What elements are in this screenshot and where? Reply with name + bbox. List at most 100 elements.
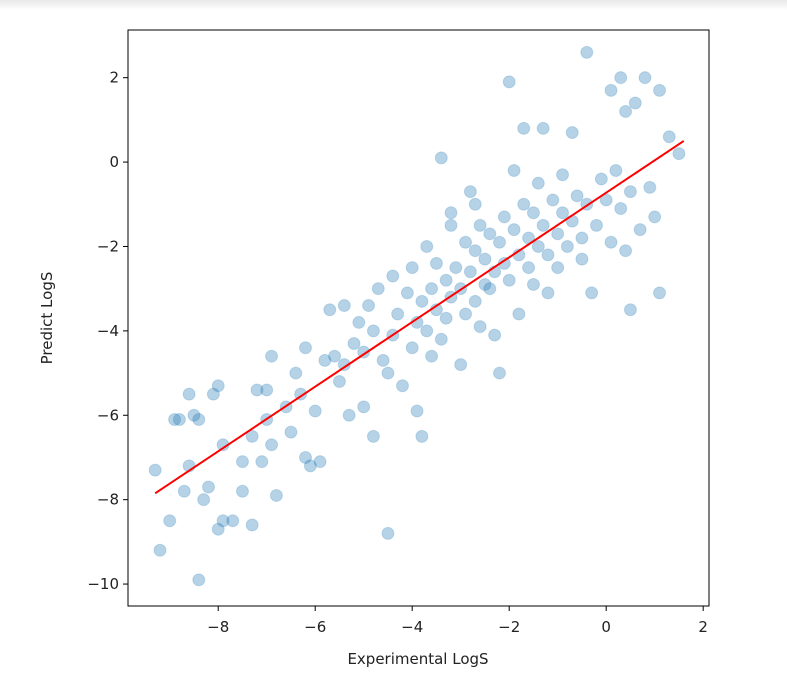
- point: [512, 307, 526, 321]
- y-tick-label: 0: [109, 153, 119, 171]
- point: [492, 366, 506, 380]
- point: [323, 303, 337, 317]
- point: [580, 45, 594, 59]
- point: [366, 429, 380, 443]
- point: [332, 375, 346, 389]
- fit-line: [154, 140, 685, 495]
- point: [638, 71, 652, 85]
- point: [255, 455, 269, 469]
- point: [299, 450, 313, 464]
- point: [439, 273, 453, 287]
- point: [623, 303, 637, 317]
- point: [541, 286, 555, 300]
- x-axis-label: Experimental LogS: [347, 650, 488, 668]
- point: [619, 104, 633, 118]
- point: [672, 147, 686, 161]
- point: [454, 358, 468, 372]
- point: [531, 176, 545, 190]
- point: [192, 412, 206, 426]
- point: [420, 239, 434, 253]
- point: [575, 252, 589, 266]
- point: [420, 324, 434, 338]
- point: [565, 126, 579, 140]
- point: [235, 455, 249, 469]
- point: [284, 425, 298, 439]
- point: [589, 218, 603, 232]
- y-tick-label: −6: [97, 406, 119, 424]
- point: [599, 193, 613, 207]
- point: [265, 349, 279, 363]
- point: [648, 210, 662, 224]
- x-tick-label: −6: [304, 618, 326, 636]
- point: [662, 130, 676, 144]
- y-tick-label: −2: [97, 237, 119, 255]
- point: [381, 526, 395, 540]
- point: [507, 164, 521, 178]
- y-tick-label: −10: [87, 575, 119, 593]
- point: [609, 164, 623, 178]
- point: [434, 151, 448, 165]
- point: [536, 218, 550, 232]
- point: [405, 341, 419, 355]
- x-tick-label: −8: [207, 618, 229, 636]
- point: [463, 185, 477, 199]
- point: [633, 223, 647, 237]
- point: [551, 261, 565, 275]
- y-tick-label: −4: [97, 322, 119, 340]
- point: [405, 261, 419, 275]
- point: [536, 121, 550, 135]
- point: [376, 353, 390, 367]
- point: [459, 235, 473, 249]
- point: [400, 286, 414, 300]
- point: [526, 277, 540, 291]
- point: [478, 252, 492, 266]
- point: [526, 206, 540, 220]
- point: [459, 307, 473, 321]
- point: [502, 75, 516, 89]
- point: [575, 231, 589, 245]
- point: [463, 265, 477, 279]
- point: [570, 189, 584, 203]
- point: [415, 294, 429, 308]
- point: [187, 408, 201, 422]
- point: [614, 201, 628, 215]
- point: [585, 286, 599, 300]
- point: [357, 345, 371, 359]
- point: [153, 543, 167, 557]
- point: [313, 455, 327, 469]
- point: [371, 282, 385, 296]
- point: [614, 71, 628, 85]
- point: [653, 83, 667, 97]
- point: [434, 332, 448, 346]
- point: [211, 522, 225, 536]
- point: [468, 197, 482, 211]
- point: [172, 412, 186, 426]
- point: [497, 210, 511, 224]
- y-tick-label: −8: [97, 491, 119, 509]
- point: [289, 366, 303, 380]
- y-tick-label: 2: [109, 69, 119, 87]
- point: [337, 299, 351, 313]
- point: [502, 273, 516, 287]
- point: [556, 168, 570, 182]
- point: [473, 320, 487, 334]
- point: [415, 429, 429, 443]
- point: [619, 244, 633, 258]
- point: [522, 261, 536, 275]
- point: [483, 282, 497, 296]
- point: [444, 206, 458, 220]
- point: [517, 121, 531, 135]
- point: [497, 256, 511, 270]
- point: [492, 235, 506, 249]
- point: [468, 244, 482, 258]
- point: [391, 307, 405, 321]
- point: [604, 83, 618, 97]
- point: [410, 404, 424, 418]
- point: [342, 408, 356, 422]
- point: [551, 227, 565, 241]
- point: [299, 341, 313, 355]
- point: [483, 227, 497, 241]
- point: [425, 349, 439, 363]
- point: [366, 324, 380, 338]
